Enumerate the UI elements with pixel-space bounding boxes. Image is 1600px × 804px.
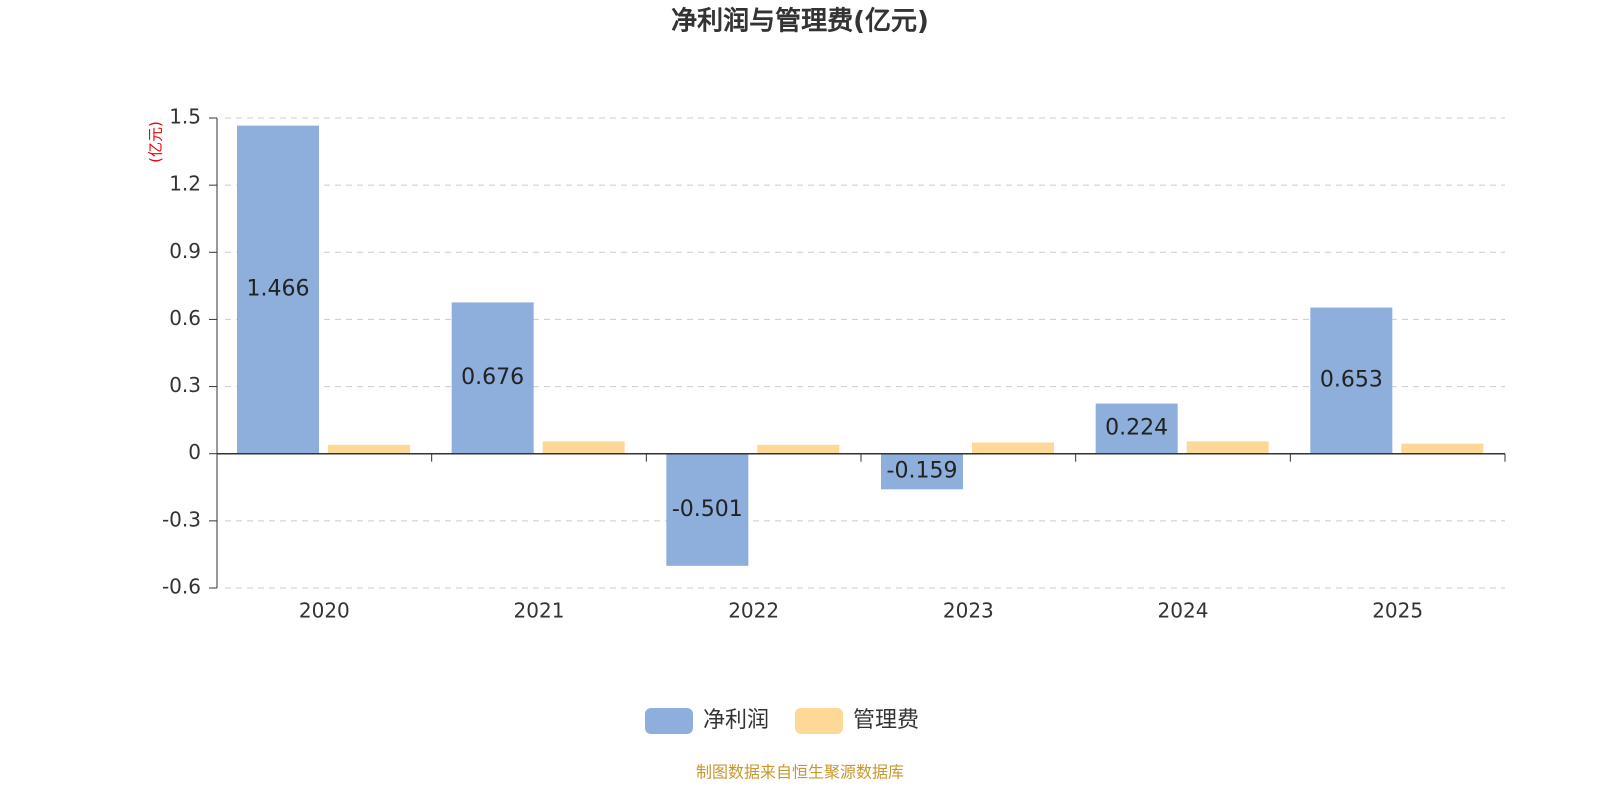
value-label: -0.159 xyxy=(887,459,958,484)
legend-label: 管理费 xyxy=(853,708,919,733)
y-tick-label: 0.6 xyxy=(169,306,201,330)
x-tick-label: 2023 xyxy=(943,599,994,623)
legend-swatch xyxy=(645,708,693,734)
y-tick-label: 1.5 xyxy=(169,105,201,129)
y-unit: (亿元) xyxy=(147,121,165,163)
bar xyxy=(972,442,1054,454)
bar xyxy=(237,125,319,454)
bar xyxy=(1310,307,1393,454)
source-note: 制图数据来自恒生聚源数据库 xyxy=(696,763,904,782)
bar xyxy=(1095,403,1178,454)
bar xyxy=(451,302,534,454)
y-tick-label: 0.3 xyxy=(169,373,201,397)
value-label: 0.224 xyxy=(1105,416,1168,441)
bar xyxy=(666,453,749,566)
legend-swatch xyxy=(795,708,843,734)
value-label: -0.501 xyxy=(672,497,743,522)
bar xyxy=(757,444,840,454)
bar xyxy=(881,453,963,490)
x-tick-label: 2021 xyxy=(514,599,565,623)
chart-title: 净利润与管理费(亿元) xyxy=(671,6,929,37)
y-tick-label: -0.6 xyxy=(162,575,201,599)
x-tick-label: 2025 xyxy=(1372,599,1423,623)
legend-label: 净利润 xyxy=(703,708,769,733)
y-tick-label: 0.9 xyxy=(169,239,201,263)
x-tick-label: 2022 xyxy=(728,599,779,623)
bar xyxy=(328,444,410,454)
value-label: 1.466 xyxy=(247,277,310,302)
value-label: 0.653 xyxy=(1320,368,1383,393)
bar xyxy=(542,441,625,454)
x-tick-label: 2024 xyxy=(1158,599,1209,623)
y-tick-label: 1.2 xyxy=(169,172,201,196)
bar xyxy=(1186,441,1269,454)
x-tick-label: 2020 xyxy=(299,599,350,623)
y-tick-label: -0.3 xyxy=(162,507,201,531)
y-tick-label: 0 xyxy=(188,440,201,464)
value-label: 0.676 xyxy=(461,365,524,390)
bar xyxy=(1401,443,1484,454)
